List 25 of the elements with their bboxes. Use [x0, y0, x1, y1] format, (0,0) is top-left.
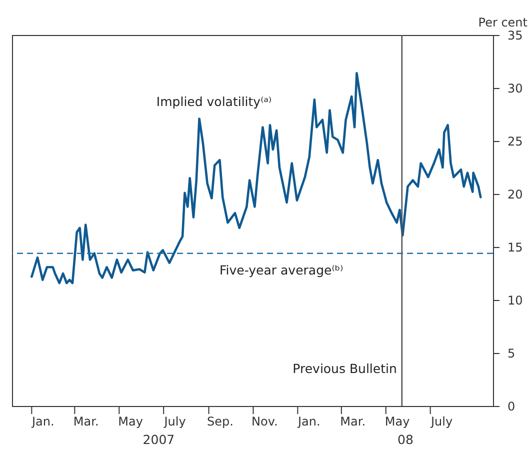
series-label: Implied volatility⁽ᵃ⁾	[156, 94, 272, 109]
x-tick-label: May	[118, 414, 143, 428]
y-axis-title: Per cent	[478, 16, 528, 30]
x-tick-label: Mar.	[73, 414, 99, 428]
y-tick-label: 30	[508, 82, 523, 96]
y-tick-label: 20	[508, 188, 523, 202]
x-tick-label: Nov.	[252, 414, 278, 428]
ref-line-label: Previous Bulletin	[292, 360, 397, 376]
line-series	[30, 72, 482, 284]
x-tick-label: Jan.	[30, 414, 54, 428]
x-tick-label: Jan.	[296, 414, 320, 428]
text: 2007	[142, 432, 175, 447]
x-tick-label: Mar.	[340, 414, 366, 428]
y-tick-label: 0	[508, 400, 516, 414]
x-tick-label: July	[430, 414, 453, 428]
y-tick-label: 35	[508, 28, 523, 42]
x-tick-label: Sep.	[206, 414, 234, 428]
x-tick-label: July	[163, 414, 186, 428]
y-tick-label: 10	[508, 294, 523, 308]
y-tick-label: 25	[508, 134, 523, 148]
x-tick-label: May	[384, 414, 410, 428]
y-tick-label: 5	[508, 346, 516, 360]
text: 08	[398, 432, 414, 447]
ref-line-label: Five-year average⁽ᵇ⁾	[220, 262, 344, 278]
y-tick-label: 15	[508, 240, 523, 254]
